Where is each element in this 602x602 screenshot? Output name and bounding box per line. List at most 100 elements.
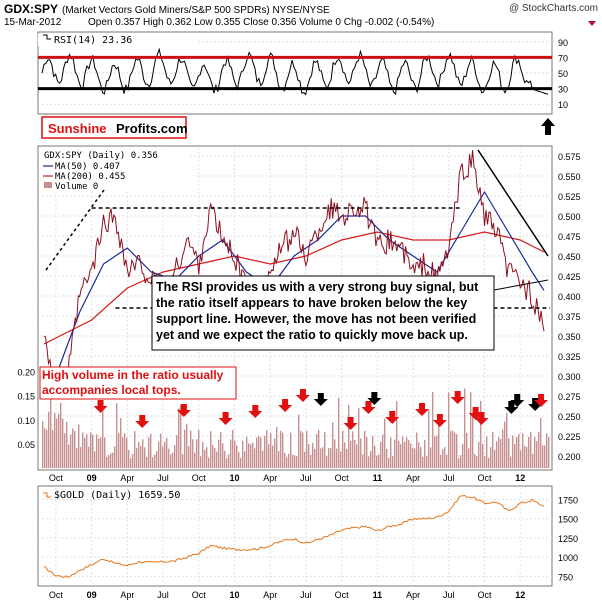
- ratio-x-tick-label: Apr: [263, 473, 277, 483]
- volume-bar: [58, 413, 60, 468]
- ratio-x-tick-label: Jul: [443, 473, 455, 483]
- volume-bar: [396, 401, 398, 468]
- volume-bar: [394, 439, 396, 468]
- volume-bar: [444, 447, 446, 468]
- volume-marker-arrow-red: [468, 407, 483, 420]
- volume-bar: [440, 454, 442, 468]
- volume-bar: [172, 452, 174, 468]
- volume-bar: [190, 430, 192, 468]
- volume-bar: [302, 432, 304, 468]
- volume-bar: [94, 451, 96, 468]
- volume-bar: [74, 430, 76, 468]
- uptrend-line: [45, 189, 105, 271]
- volume-bar: [200, 456, 202, 468]
- volume-bar: [298, 414, 300, 468]
- volume-bar: [48, 411, 50, 468]
- volume-bar: [442, 449, 444, 468]
- rsi-legend-icon: [43, 34, 51, 40]
- volume-bar: [326, 456, 328, 468]
- volume-bar: [186, 423, 188, 468]
- rsi-buy-signal-arrow: [541, 118, 555, 135]
- volume-bar: [60, 402, 62, 468]
- volume-bar: [70, 434, 72, 468]
- volume-bar: [146, 457, 148, 468]
- volume-bar: [430, 447, 432, 468]
- volume-bar: [174, 445, 176, 468]
- ratio-tick-label: 0.425: [558, 272, 581, 282]
- volume-bar: [56, 418, 58, 468]
- volume-bar: [170, 454, 172, 468]
- volume-bar: [212, 444, 214, 468]
- volume-bar: [324, 432, 326, 468]
- volume-bar: [548, 436, 550, 468]
- ratio-legend: GDX:SPY (Daily) 0.356 MA(50) 0.407 MA(20…: [40, 148, 190, 192]
- volume-bar: [370, 451, 372, 468]
- ratio-x-tick-label: 11: [373, 473, 383, 483]
- brand-box: [41, 116, 187, 139]
- volume-bar: [142, 439, 144, 468]
- volume-bar: [82, 432, 84, 468]
- volume-bar: [176, 435, 178, 468]
- volume-bar: [384, 418, 386, 468]
- volume-bar: [434, 436, 436, 468]
- ratio-tick-label: 0.375: [558, 312, 581, 322]
- volume-bar: [354, 439, 356, 468]
- volume-bar: [128, 450, 130, 468]
- gold-x-tick-label: Jul: [443, 590, 455, 600]
- volume-bar: [152, 457, 154, 468]
- brand-part2: Profits.com: [116, 121, 188, 136]
- volume-bar: [476, 456, 478, 468]
- volume-bar: [284, 452, 286, 468]
- volume-bar: [420, 447, 422, 468]
- volume-bar: [120, 418, 122, 468]
- volume-marker-arrow-red: [474, 412, 489, 425]
- volume-bar: [504, 421, 506, 468]
- volume-bar: [458, 458, 460, 468]
- volume-bar: [470, 392, 472, 468]
- volume-bar: [234, 440, 236, 468]
- volume-bar: [544, 445, 546, 468]
- volume-bar: [78, 424, 80, 468]
- volume-bar: [304, 451, 306, 468]
- ratio-panel: 0.575 0.550 0.525 0.500 0.475 0.450 0.425 0.400…: [17, 145, 581, 471]
- volume-bar: [418, 442, 420, 468]
- main-annotation-text-wrap: The RSI provides us with a very strong b…: [156, 280, 479, 342]
- volume-bar: [540, 417, 542, 468]
- volume-bar: [350, 440, 352, 468]
- volume-bar: [474, 454, 476, 468]
- rsi-tick-label: 30: [558, 85, 568, 95]
- volume-bar: [44, 428, 46, 468]
- volume-bar: [480, 400, 482, 468]
- volume-bar: [410, 443, 412, 468]
- volume-annotation-box: [39, 366, 237, 400]
- ma50-line: [55, 190, 545, 377]
- volume-bar: [224, 450, 226, 468]
- gold-x-tick-label: Apr: [263, 590, 277, 600]
- volume-bar: [126, 437, 128, 468]
- volume-bar: [110, 453, 112, 468]
- volume-bar: [198, 429, 200, 468]
- volume-marker-arrow-black: [313, 393, 328, 406]
- main-annotation-text: The RSI provides us with a very strong b…: [156, 280, 479, 342]
- volume-bar: [312, 442, 314, 468]
- volume-bar: [88, 446, 90, 468]
- volume-bar: [158, 441, 160, 468]
- volume-annotation-text: High volume in the ratio usually accompa…: [42, 368, 224, 397]
- volume-bar: [318, 429, 320, 468]
- volume-bar: [514, 444, 516, 468]
- volume-bar: [452, 430, 454, 468]
- ratio-title: GDX:SPY (Daily) 0.356: [44, 151, 158, 161]
- rsi-tick-label: 70: [558, 53, 568, 63]
- volume-annotation-text-wrap: High volume in the ratio usually accompa…: [42, 368, 224, 397]
- ratio-x-tick-label: Apr: [120, 473, 134, 483]
- volume-bar: [160, 433, 162, 468]
- volume-bar: [280, 430, 282, 468]
- volume-bar: [366, 436, 368, 468]
- volume-bar: [368, 456, 370, 468]
- volume-bar: [268, 444, 270, 468]
- volume-bar: [194, 452, 196, 468]
- ma200-line: [43, 231, 545, 345]
- ratio-x-tick-label: Oct: [478, 473, 493, 483]
- volume-bar: [114, 446, 116, 468]
